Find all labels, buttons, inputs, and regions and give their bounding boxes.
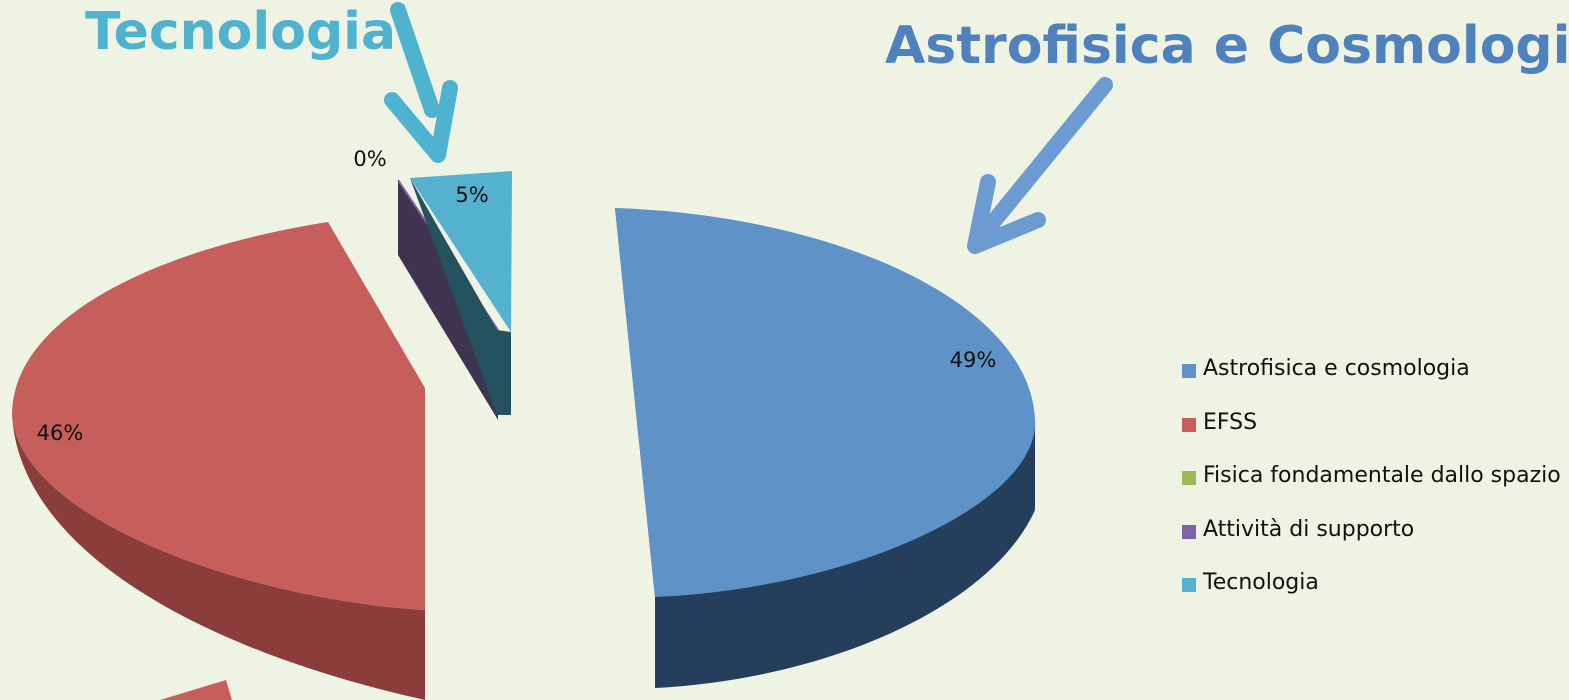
pie-slice-side-attivita-di-supporto: [398, 180, 498, 420]
legend-swatch: [1182, 524, 1196, 539]
legend-item-fisica-fondamentale-dallo-spazio: Fisica fondamentale dallo spazio: [1182, 463, 1561, 517]
callout-tecnologia: Tecnologia: [85, 2, 397, 62]
pie-slice-side-tecnologia: [410, 178, 511, 415]
arrow-tecnologia: [384, 2, 458, 163]
legend-label: Astrofisica e cosmologia: [1203, 356, 1470, 381]
legend-label: Tecnologia: [1203, 570, 1319, 595]
chart-legend: Astrofisica e cosmologia EFSS Fisica fonda…: [1182, 356, 1561, 624]
data-label-attivita-di-supporto: 0%: [353, 147, 386, 171]
callout-astrofisica: Astrofisica e Cosmologia: [885, 16, 1569, 76]
legend-item-astrofisica-e-cosmologia: Astrofisica e cosmologia: [1182, 356, 1561, 410]
legend-label: Fisica fondamentale dallo spazio: [1203, 463, 1561, 488]
data-label-efss: 46%: [37, 421, 84, 445]
legend-swatch: [1182, 578, 1196, 592]
pie-slice-side-efss: [12, 415, 425, 700]
data-label-astrofisica-e-cosmologia: 49%: [950, 348, 997, 372]
data-label-tecnologia: 5%: [455, 183, 488, 207]
pie-slice-astrofisica-e-cosmologia: [615, 208, 1036, 597]
pie-slice-tecnologia: [410, 171, 512, 332]
legend-item-efss: EFSS: [1182, 410, 1561, 464]
legend-swatch: [1182, 471, 1196, 485]
arrow-efss-partial: [160, 680, 232, 700]
legend-swatch: [1182, 364, 1196, 378]
legend-item-tecnologia: Tecnologia: [1182, 570, 1561, 624]
arrow-astrofisica: [967, 77, 1113, 254]
legend-swatch: [1182, 417, 1196, 432]
legend-label: Attività di supporto: [1203, 516, 1415, 542]
legend-label: EFSS: [1203, 409, 1258, 435]
legend-item-attivita-di-supporto: Attività di supporto: [1182, 517, 1561, 571]
pie-slice-efss: [12, 222, 425, 610]
